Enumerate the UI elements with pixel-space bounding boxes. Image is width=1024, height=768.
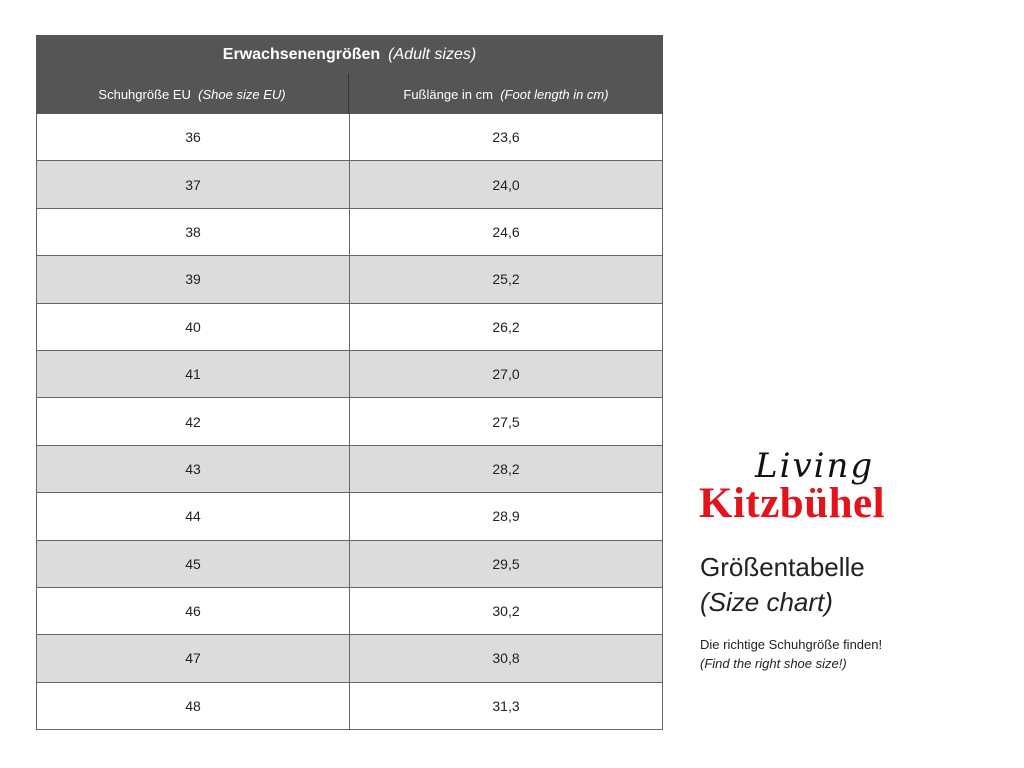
cell-foot-length: 27,0	[492, 366, 520, 383]
side-heading: Größentabelle	[700, 552, 865, 582]
table-row: 44 28,9	[36, 493, 663, 541]
cell-foot-length: 23,6	[492, 129, 520, 146]
cell-shoe-size: 47	[37, 635, 350, 682]
cell-foot-length: 28,9	[492, 508, 520, 525]
cell-shoe-size: 43	[37, 445, 350, 493]
cell-shoe-size: 42	[37, 398, 350, 445]
table-row: 40 26,2	[36, 303, 663, 351]
header-shoe-size: Schuhgröße EU (Shoe size EU)	[36, 74, 349, 114]
table-row: 37 24,0	[36, 161, 663, 209]
cell-shoe-size: 37	[37, 161, 350, 208]
cell-shoe-size: 44	[37, 493, 350, 540]
table-title: Erwachsenengrößen (Adult sizes)	[36, 35, 663, 74]
cell-shoe-size: 41	[37, 350, 350, 398]
table-row: 46 30,2	[36, 587, 663, 636]
logo-kitzbuehel: Kitzbühel	[699, 480, 886, 527]
cell-shoe-size: 39	[37, 256, 350, 303]
cell-foot-length: 27,5	[492, 413, 520, 430]
header-foot-length: Fußlänge in cm (Foot length in cm)	[403, 86, 609, 102]
table-row: 48 31,3	[36, 682, 663, 731]
logo-living: Living	[755, 446, 875, 486]
table-row: 42 27,5	[36, 398, 663, 446]
cell-shoe-size: 36	[37, 114, 350, 161]
cell-foot-length: 30,8	[492, 650, 520, 667]
table-row: 45 29,5	[36, 540, 663, 588]
cell-foot-length: 31,3	[492, 697, 520, 714]
table-row: 47 30,8	[36, 635, 663, 683]
cell-foot-length: 29,5	[492, 555, 520, 572]
size-table: Erwachsenengrößen (Adult sizes) Schuhgröß…	[36, 35, 663, 731]
table-header: Schuhgröße EU (Shoe size EU) Fußlänge in…	[36, 74, 663, 114]
cell-shoe-size: 45	[37, 540, 350, 587]
cell-foot-length: 30,2	[492, 603, 520, 620]
cell-foot-length: 25,2	[492, 271, 520, 288]
table-row: 38 24,6	[36, 208, 663, 257]
table-row: 41 27,0	[36, 350, 663, 399]
table-row: 43 28,2	[36, 445, 663, 494]
cell-foot-length: 28,2	[492, 460, 520, 477]
tagline: Die richtige Schuhgröße finden!	[700, 637, 883, 652]
cell-shoe-size: 40	[37, 303, 350, 350]
cell-shoe-size: 46	[37, 587, 350, 635]
side-heading-en: (Size chart)	[700, 587, 833, 617]
table-row: 36 23,6	[36, 114, 663, 162]
cell-foot-length: 24,0	[492, 176, 520, 193]
table-row: 39 25,2	[36, 256, 663, 304]
tagline-en: (Find the right shoe size!)	[700, 656, 847, 671]
cell-shoe-size: 38	[37, 208, 350, 256]
cell-foot-length: 24,6	[492, 223, 520, 240]
cell-shoe-size: 48	[37, 682, 350, 730]
cell-foot-length: 26,2	[492, 318, 520, 335]
table-body: 36 23,6 37 24,0 38 24,6 39 25,2 40 26,2 41 27,0 42 27…	[36, 114, 663, 731]
